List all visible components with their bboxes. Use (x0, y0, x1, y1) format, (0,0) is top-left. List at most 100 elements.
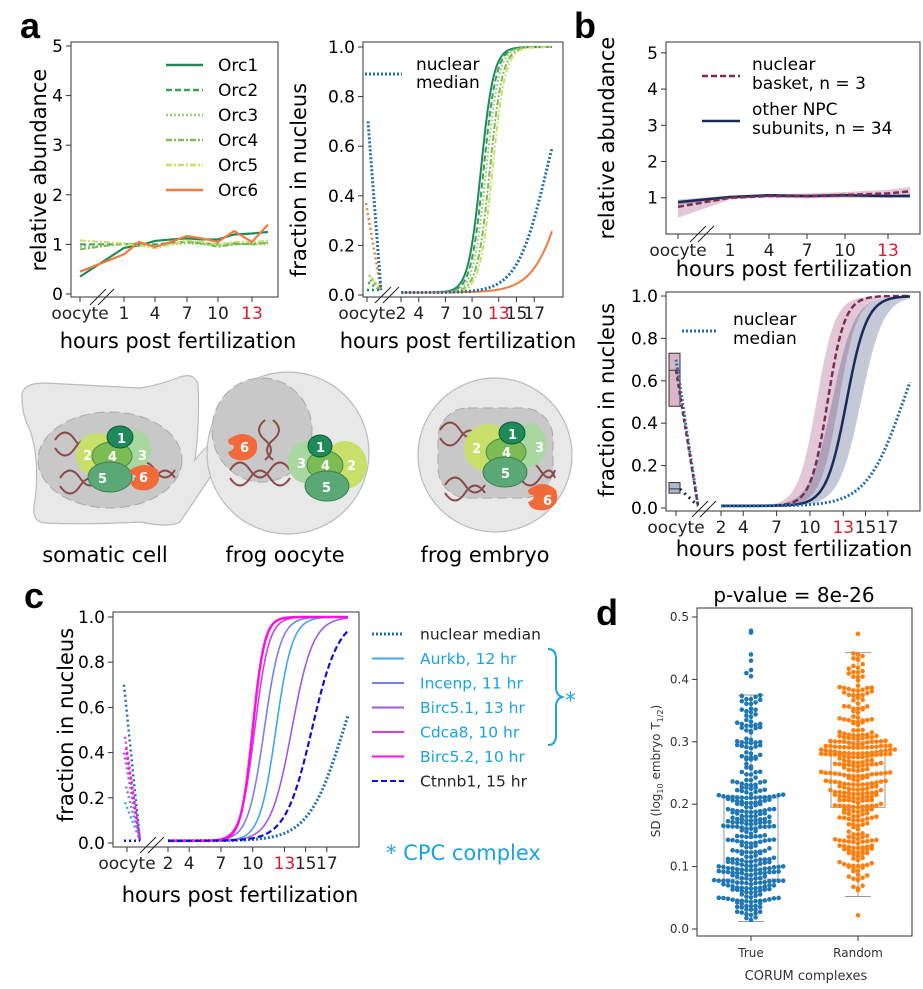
data-point-random (864, 732, 870, 737)
data-point-random (846, 807, 852, 813)
tick-label: oocyte (647, 518, 704, 538)
data-point-true (757, 824, 763, 830)
data-point-random (855, 670, 861, 675)
data-point-random (864, 685, 870, 691)
data-point-true (748, 907, 754, 912)
data-point-true (762, 808, 768, 813)
data-point-true (744, 894, 749, 899)
data-point-random (869, 794, 875, 799)
data-point-random (855, 773, 861, 779)
data-point-random (851, 777, 856, 782)
data-point-true (757, 799, 763, 805)
data-point-random (855, 845, 861, 851)
data-point-random (864, 862, 870, 868)
data-point-random (851, 813, 856, 819)
data-point-true (753, 826, 758, 831)
tick-label: oocyte (98, 854, 155, 874)
data-point-true (771, 823, 777, 829)
data-point-true (748, 841, 754, 846)
data-point-true (757, 742, 763, 748)
data-point-true (744, 782, 749, 788)
data-point-random (818, 747, 824, 752)
tick-label: oocyte (338, 304, 395, 324)
diagram-caption-somatic-cell: somatic cell (42, 543, 168, 567)
data-point-true (748, 673, 754, 679)
x-axis-label: hours post fertilization (122, 883, 359, 907)
data-point-random (818, 769, 824, 775)
data-point-random (860, 653, 865, 659)
data-point-random (841, 758, 847, 763)
data-point-true (748, 834, 754, 840)
legend-label: Orc3 (218, 106, 258, 126)
data-point-true (753, 885, 758, 891)
data-point-true (753, 871, 758, 877)
data-point-random (855, 876, 861, 882)
data-point-random (828, 752, 833, 757)
legend: nuclear median (365, 55, 480, 93)
tick-label: 4 (184, 854, 195, 874)
data-point-random (851, 741, 856, 747)
data-point-true (753, 789, 758, 795)
data-point-random (851, 884, 856, 890)
subunit-label: 4 (108, 450, 117, 465)
data-point-true (721, 864, 726, 870)
data-point-true (767, 814, 772, 820)
subunit-label: 6 (543, 494, 552, 509)
data-point-random (869, 688, 875, 694)
y-ticks: 0.0 0.1 0.2 0.3 0.4 0.5 (670, 610, 697, 936)
data-point-true (753, 694, 758, 700)
data-point-true (725, 865, 731, 871)
data-point-true (739, 875, 745, 881)
data-point-random (828, 743, 833, 749)
x-axis-label: CORUM complexes (745, 969, 868, 984)
data-point-true (762, 794, 768, 800)
axis-break-mark (139, 836, 157, 854)
data-point-random (860, 782, 865, 787)
data-point-random (864, 794, 870, 800)
data-point-true (725, 869, 731, 875)
series-line-orc1 (79, 230, 269, 278)
data-point-random (832, 739, 838, 744)
data-point-random (851, 706, 856, 712)
data-point-true (739, 867, 745, 873)
data-point-true (748, 723, 754, 729)
data-point-random (851, 786, 856, 792)
data-point-random (869, 734, 875, 740)
data-point-true (753, 722, 758, 728)
tick-label: oocyte (649, 241, 706, 261)
data-point-true (744, 723, 749, 729)
tick-label: 10 (461, 304, 483, 324)
swarm-points (711, 628, 898, 923)
data-point-true (762, 848, 768, 854)
series-line-orc4 (79, 240, 269, 251)
data-point-true (744, 867, 749, 873)
data-point-random (860, 773, 865, 779)
data-point-true (734, 824, 740, 830)
y-ticks: 0.0 0.2 0.4 0.6 0.8 1.0 (328, 38, 363, 306)
tick-label: True (737, 946, 764, 960)
data-point-true (739, 813, 745, 819)
data-point-random (855, 701, 861, 706)
data-point-random (846, 839, 852, 844)
data-point-true (771, 869, 777, 875)
tick-label: 13 (241, 304, 263, 324)
data-point-true (748, 850, 754, 855)
data-point-random (837, 843, 842, 848)
data-point-random (837, 733, 842, 739)
data-point-true (744, 670, 749, 676)
data-point-random (860, 848, 865, 854)
data-point-random (818, 751, 824, 757)
data-point-true (762, 798, 768, 803)
plot-frame (112, 611, 360, 848)
data-point-random (837, 780, 842, 785)
data-point-random (860, 661, 865, 667)
data-point-true (744, 795, 749, 801)
series-lines (79, 223, 269, 278)
data-point-random (823, 770, 829, 776)
data-point-random (841, 717, 847, 722)
data-point-true (748, 867, 754, 873)
data-point-random (860, 760, 865, 765)
data-point-true (744, 885, 749, 891)
data-point-random (855, 813, 861, 819)
tick-label: 0.3 (670, 735, 689, 749)
